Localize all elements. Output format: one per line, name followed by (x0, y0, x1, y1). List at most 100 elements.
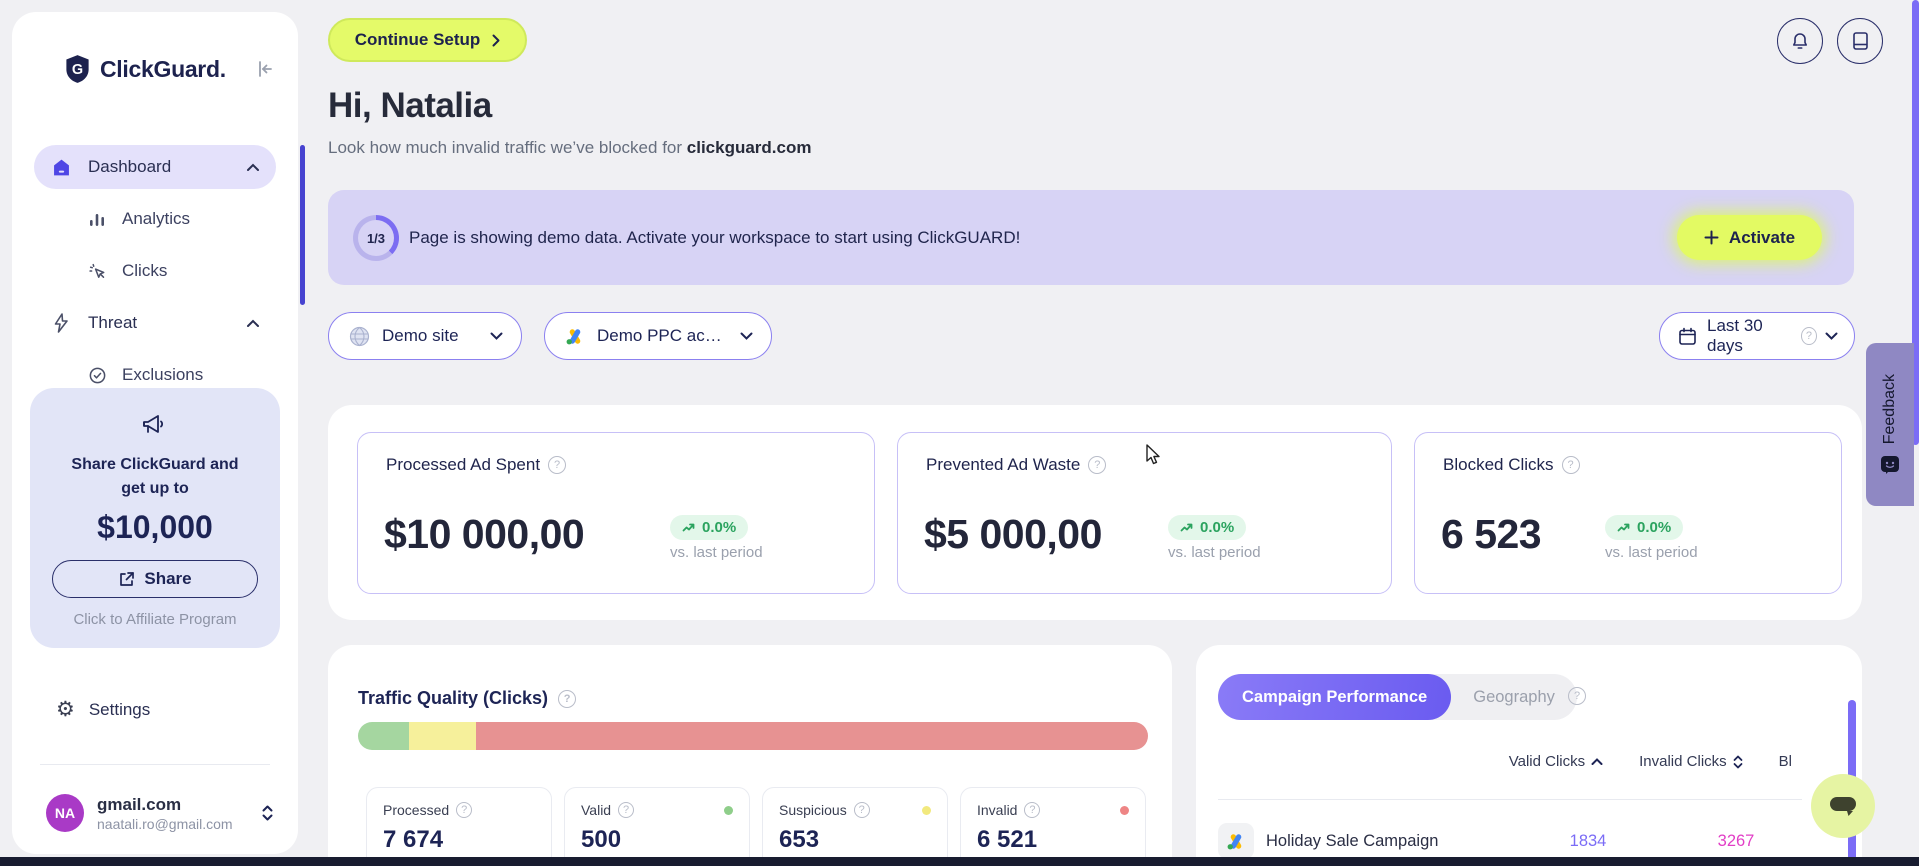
campaign-performance-card: Campaign Performance Geography ? Valid C… (1196, 645, 1862, 866)
calendar-icon (1678, 327, 1697, 346)
mini-stat-suspicious: Suspicious? 653 0.00% (762, 787, 948, 866)
cp-tabs: Campaign Performance Geography (1218, 674, 1577, 720)
valid-clicks-value[interactable]: 1834 (1569, 831, 1607, 850)
chevron-down-icon (490, 332, 503, 340)
sidebar-item-dashboard[interactable]: Dashboard (34, 145, 276, 189)
mini-stat-valid: Valid? 500 0.00% (564, 787, 750, 866)
help-icon[interactable]: ? (1568, 687, 1586, 705)
sidebar-item-exclusions[interactable]: Exclusions (34, 353, 276, 397)
banner-message: Page is showing demo data. Activate your… (409, 228, 1021, 247)
account-switcher[interactable]: NA gmail.com naatali.ro@gmail.com (46, 794, 274, 832)
sidebar-item-threat[interactable]: Threat (34, 301, 276, 345)
chevron-up-icon (246, 163, 260, 172)
feedback-chat-icon (1880, 455, 1900, 475)
help-icon[interactable]: ? (558, 689, 577, 708)
column-blocked-partial[interactable]: Bl (1778, 753, 1792, 770)
help-icon[interactable]: ? (1561, 456, 1580, 474)
google-ads-icon (565, 327, 585, 346)
sidebar-item-label: Analytics (122, 209, 191, 228)
account-email: naatali.ro@gmail.com (97, 815, 233, 832)
help-icon[interactable]: ? (618, 802, 635, 818)
stat-label: Prevented Ad Waste (926, 455, 1081, 474)
globe-icon (349, 326, 370, 347)
traffic-quality-stacked-bar (358, 722, 1148, 750)
help-icon[interactable]: ? (548, 456, 567, 474)
change-badge: 0.0% (670, 515, 749, 540)
sidebar-collapse-icon[interactable] (254, 58, 276, 80)
campaign-name: Holiday Sale Campaign (1266, 831, 1439, 850)
share-button[interactable]: Share (52, 560, 258, 598)
site-domain: clickguard.com (686, 138, 812, 157)
tab-campaign-performance[interactable]: Campaign Performance (1218, 674, 1452, 720)
chat-launcher-button[interactable] (1811, 774, 1875, 838)
help-icon[interactable]: ? (1024, 802, 1041, 818)
sidebar-item-label: Dashboard (88, 157, 172, 176)
docs-button[interactable] (1837, 18, 1883, 64)
stat-card-blocked-clicks: Blocked Clicks? 6 523 0.0% vs. last peri… (1414, 432, 1842, 594)
help-icon[interactable]: ? (853, 802, 870, 818)
invalid-dot (1120, 805, 1129, 815)
column-valid-clicks[interactable]: Valid Clicks (1509, 753, 1603, 770)
notifications-button[interactable] (1777, 18, 1823, 64)
valid-dot (724, 805, 733, 815)
sidebar-item-analytics[interactable]: Analytics (34, 197, 276, 241)
change-badge: 0.0% (1168, 515, 1247, 540)
compare-label: vs. last period (1168, 544, 1261, 561)
home-icon (50, 157, 72, 178)
logo: G ClickGuard. (64, 54, 226, 84)
bar-chart-icon (86, 210, 108, 228)
date-range-dropdown[interactable]: Last 30 days ? (1659, 312, 1855, 360)
trend-up-icon (1617, 523, 1630, 531)
mini-stat-processed: Processed? 7 674 0.00% (366, 787, 552, 866)
account-name: gmail.com (97, 794, 182, 814)
traffic-quality-title: Traffic Quality (Clicks) (358, 688, 549, 708)
clickguard-shield-icon: G (64, 54, 91, 84)
sort-icon (1733, 755, 1743, 768)
avatar: NA (46, 794, 84, 832)
affiliate-promo-card[interactable]: Share ClickGuard and get up to $10,000 S… (30, 388, 280, 648)
badge-check-icon (86, 366, 108, 385)
valid-segment (358, 722, 410, 750)
invalid-clicks-value[interactable]: 3267 (1717, 831, 1755, 850)
compare-label: vs. last period (670, 544, 763, 561)
page-scrollbar[interactable] (1912, 0, 1919, 445)
help-icon[interactable]: ? (1088, 456, 1107, 474)
feedback-tab[interactable]: Feedback (1866, 343, 1914, 506)
sidebar: G ClickGuard. Dashboard Analytics (12, 12, 305, 854)
promo-amount: $10,000 (97, 509, 213, 545)
setup-progress-value: 1/3 (358, 220, 394, 256)
sidebar-item-clicks[interactable]: Clicks (34, 249, 276, 293)
stat-label: Processed Ad Spent (386, 455, 541, 474)
sidebar-item-label: Clicks (122, 261, 168, 280)
sidebar-item-label: Threat (88, 313, 138, 332)
help-icon[interactable]: ? (456, 802, 473, 818)
chevron-up-icon (246, 319, 260, 328)
stat-value: 6 523 (1441, 511, 1542, 557)
table-row[interactable]: Holiday Sale Campaign 1834 3267 (1218, 815, 1802, 866)
tab-geography[interactable]: Geography (1473, 687, 1555, 706)
window-bottom-edge (0, 857, 1919, 866)
affiliate-link[interactable]: Click to Affiliate Program (73, 611, 237, 628)
select-chevrons-icon (261, 804, 274, 822)
gear-icon: ⚙ (56, 698, 75, 721)
site-filter-dropdown[interactable]: Demo site (328, 312, 522, 360)
sidebar-item-label: Exclusions (122, 365, 204, 384)
ppc-account-filter-dropdown[interactable]: Demo PPC ac… (544, 312, 772, 360)
continue-setup-button[interactable]: Continue Setup (328, 18, 527, 62)
setup-progress-ring: 1/3 (353, 215, 399, 261)
suspicious-dot (922, 805, 931, 815)
lightning-icon (50, 313, 72, 333)
compare-label: vs. last period (1605, 544, 1698, 561)
sidebar-scrollbar[interactable] (300, 145, 305, 305)
trend-up-icon (1180, 523, 1193, 531)
help-icon[interactable]: ? (1800, 327, 1817, 345)
sidebar-item-settings[interactable]: ⚙ Settings (56, 698, 151, 721)
chevron-right-icon (492, 34, 500, 47)
mini-stat-invalid: Invalid? 6 521 0.00% (960, 787, 1146, 866)
page-subtitle: Look how much invalid traffic we’ve bloc… (328, 138, 812, 157)
activate-button[interactable]: Activate (1677, 215, 1822, 260)
stat-value: $10 000,00 (384, 511, 585, 557)
column-invalid-clicks[interactable]: Invalid Clicks (1639, 753, 1743, 770)
sort-asc-icon (1591, 757, 1603, 765)
stat-value: $5 000,00 (924, 511, 1102, 557)
